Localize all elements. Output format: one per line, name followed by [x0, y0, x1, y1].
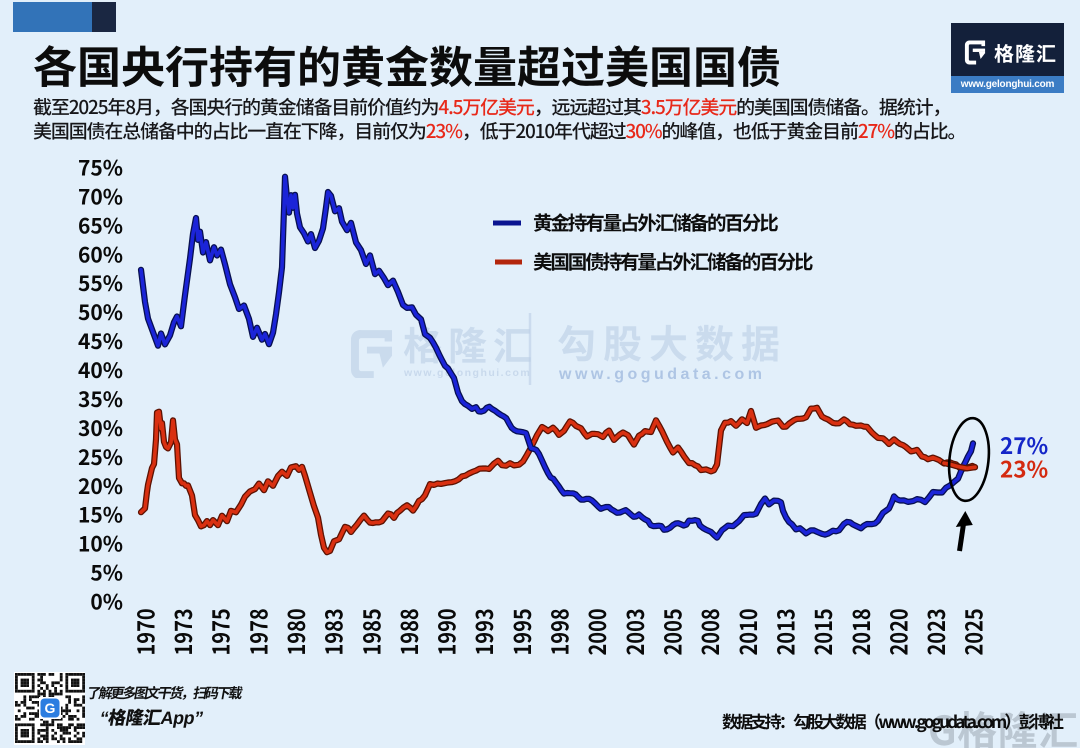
- svg-text:勾股大数据: 勾股大数据: [557, 314, 787, 370]
- svg-text:黄金持有量占外汇储备的百分比: 黄金持有量占外汇储备的百分比: [533, 207, 778, 236]
- svg-text:2013: 2013: [769, 608, 802, 655]
- svg-text:50%: 50%: [78, 297, 123, 327]
- svg-text:20%: 20%: [78, 471, 123, 501]
- svg-text:75%: 75%: [78, 153, 123, 183]
- svg-text:2015: 2015: [806, 608, 839, 655]
- svg-text:G: G: [44, 700, 55, 716]
- svg-text:1998: 1998: [543, 608, 576, 655]
- svg-text:30%: 30%: [78, 413, 123, 443]
- svg-text:1975: 1975: [204, 608, 237, 655]
- svg-text:1995: 1995: [505, 608, 538, 655]
- svg-text:2005: 2005: [656, 608, 689, 655]
- svg-text:2020: 2020: [882, 608, 915, 655]
- svg-text:2023: 2023: [919, 608, 952, 655]
- svg-text:2008: 2008: [693, 608, 726, 655]
- svg-text:45%: 45%: [78, 326, 123, 356]
- svg-text:www.gelonghui.com: www.gelonghui.com: [403, 367, 531, 379]
- svg-text:65%: 65%: [78, 210, 123, 240]
- svg-text:60%: 60%: [78, 239, 123, 269]
- svg-text:55%: 55%: [78, 268, 123, 298]
- svg-text:15%: 15%: [78, 500, 123, 530]
- svg-text:5%: 5%: [90, 558, 123, 588]
- svg-text:2003: 2003: [618, 608, 651, 655]
- svg-text:1990: 1990: [430, 608, 463, 655]
- svg-text:1973: 1973: [166, 608, 199, 655]
- svg-text:40%: 40%: [78, 355, 123, 385]
- svg-text:0%: 0%: [90, 587, 123, 617]
- svg-text:70%: 70%: [78, 181, 123, 211]
- svg-text:27%: 27%: [1000, 429, 1048, 461]
- svg-text:1978: 1978: [242, 608, 275, 655]
- svg-text:1983: 1983: [317, 608, 350, 655]
- svg-text:2025: 2025: [957, 608, 990, 655]
- svg-text:1993: 1993: [467, 608, 500, 655]
- svg-text:2010: 2010: [731, 608, 764, 655]
- svg-text:35%: 35%: [78, 384, 123, 414]
- svg-text:www.gogudata.com: www.gogudata.com: [558, 366, 766, 383]
- svg-text:2000: 2000: [580, 608, 613, 655]
- svg-text:1970: 1970: [129, 608, 162, 655]
- svg-text:2018: 2018: [844, 608, 877, 655]
- svg-text:1985: 1985: [355, 608, 388, 655]
- svg-text:1980: 1980: [279, 608, 312, 655]
- svg-text:1988: 1988: [392, 608, 425, 655]
- svg-text:10%: 10%: [78, 529, 123, 559]
- svg-text:23%: 23%: [1000, 453, 1048, 485]
- svg-text:25%: 25%: [78, 442, 123, 472]
- svg-text:美国国债持有量占外汇储备的百分比: 美国国债持有量占外汇储备的百分比: [533, 246, 813, 275]
